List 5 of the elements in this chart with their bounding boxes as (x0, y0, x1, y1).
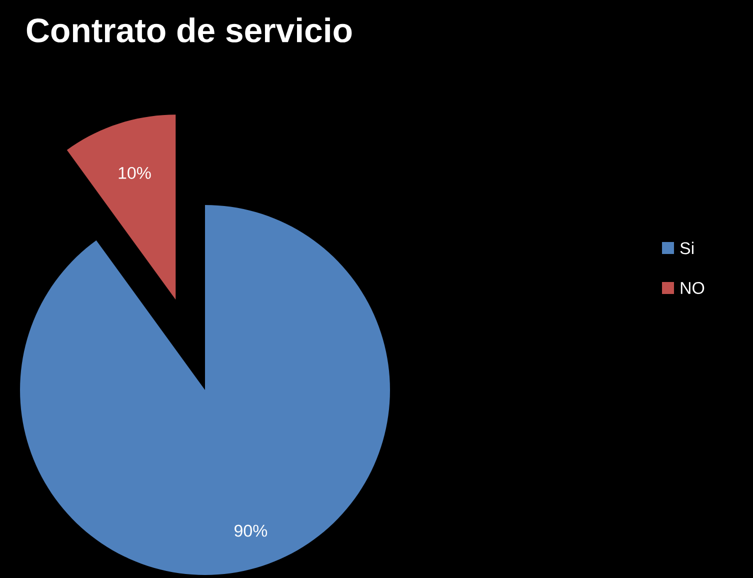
legend-label: Si (680, 242, 694, 254)
chart-title: Contrato de servicio (26, 18, 352, 42)
legend-label: NO (680, 282, 704, 294)
data-label: 10% (118, 166, 151, 179)
data-label: 90% (234, 524, 268, 537)
